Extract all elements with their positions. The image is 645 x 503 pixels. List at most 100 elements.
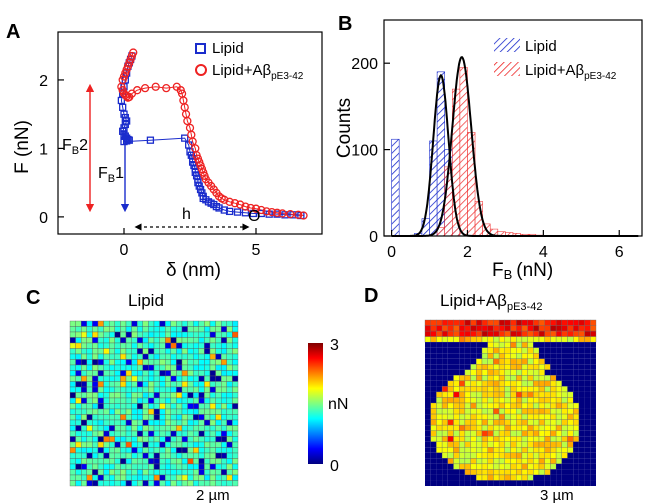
heatmap-cell — [232, 447, 239, 454]
heatmap-cell — [578, 342, 585, 348]
heatmap-cell — [493, 447, 500, 453]
heatmap-cell — [148, 474, 155, 481]
heatmap-cell — [590, 369, 596, 376]
heatmap-cell — [573, 364, 579, 370]
heatmap-cell — [504, 336, 511, 343]
heatmap-cell — [92, 430, 99, 437]
heatmap-cell — [97, 463, 104, 470]
heatmap-cell — [573, 463, 579, 470]
heatmap-cell — [69, 320, 76, 327]
heatmap-cell — [476, 458, 483, 465]
heatmap-cell — [578, 441, 585, 448]
heatmap-cell — [584, 408, 591, 415]
heatmap-cell — [481, 441, 488, 448]
heatmap-cell — [221, 381, 227, 388]
heatmap-cell — [464, 325, 471, 332]
heatmap-cell — [498, 424, 505, 431]
histogram-bar — [429, 140, 438, 237]
heatmap-cell — [131, 337, 138, 344]
heatmap-cell — [103, 463, 110, 470]
heatmap-cell — [584, 353, 591, 359]
heatmap-cell — [567, 424, 574, 431]
heatmap-cell — [204, 348, 211, 355]
heatmap-cell — [215, 441, 222, 448]
lipid-point — [119, 103, 127, 111]
heatmap-cell — [209, 320, 216, 327]
heatmap-cell — [567, 474, 574, 481]
heatmap-cell — [481, 408, 488, 415]
heatmap-cell — [476, 424, 483, 431]
heatmap-cell — [561, 369, 568, 376]
heatmap-cell — [114, 469, 121, 476]
heatmap-cell — [561, 430, 568, 437]
heatmap-cell — [92, 386, 99, 393]
heatmap-cell — [165, 337, 171, 344]
heatmap-cell — [578, 436, 585, 442]
heatmap-cell — [527, 402, 534, 409]
heatmap-cell — [442, 480, 448, 486]
heatmap-cell — [198, 403, 205, 410]
heatmap-cell — [181, 370, 188, 377]
heatmap-cell — [81, 359, 87, 366]
heatmap-cell — [153, 331, 160, 338]
heatmap-cell — [527, 430, 534, 437]
heatmap-cell — [131, 458, 138, 465]
heatmap-cell — [120, 408, 127, 415]
heatmap-cell — [198, 474, 205, 481]
heatmap-cell — [447, 336, 454, 343]
heatmap-cell — [125, 364, 132, 371]
heatmap-cell — [464, 319, 471, 326]
heatmap-cell — [510, 330, 517, 337]
heatmap-cell — [137, 441, 143, 448]
heatmap-cell — [131, 474, 138, 481]
heatmap-cell — [86, 447, 93, 454]
heatmap-cell — [516, 369, 523, 376]
heatmap-cell — [103, 469, 110, 476]
heatmap-cell — [584, 474, 591, 481]
heatmap-cell — [232, 326, 239, 333]
heatmap-cell — [221, 348, 227, 355]
heatmap-cell — [590, 358, 596, 365]
heatmap-cell — [459, 391, 466, 398]
colorbar-max-label: 3 — [330, 337, 339, 354]
heatmap-cell — [86, 480, 93, 487]
heatmap-cell — [584, 325, 591, 332]
heatmap-cell — [470, 319, 477, 326]
heatmap-cell — [209, 414, 216, 421]
heatmap-cell — [584, 375, 591, 381]
heatmap-cell — [142, 463, 149, 470]
heatmap-cell — [103, 381, 110, 388]
heatmap-cell — [148, 353, 155, 360]
heatmap-cell — [125, 430, 132, 437]
heatmap-cell — [142, 447, 149, 454]
heatmap-cell — [165, 469, 171, 476]
heatmap-cell — [436, 358, 443, 365]
heatmap-cell — [590, 419, 596, 426]
heatmap-cell — [187, 469, 194, 476]
heatmap-cell — [131, 414, 138, 421]
heatmap-cell — [114, 414, 121, 421]
heatmap-cell — [114, 342, 121, 349]
heatmap-cell — [567, 375, 574, 381]
heatmap-cell — [193, 392, 199, 399]
heatmap-cell — [120, 381, 127, 388]
heatmap-cell — [198, 331, 205, 338]
heatmap-cell — [176, 375, 183, 382]
heatmap-cell — [544, 380, 551, 387]
heatmap-cell — [86, 425, 93, 432]
heatmap-cell — [221, 342, 227, 349]
heatmap-cell — [567, 364, 574, 370]
heatmap-cell — [170, 447, 177, 454]
heatmap-cell — [114, 474, 121, 481]
heatmap-cell — [504, 380, 511, 387]
heatmap-cell — [81, 353, 87, 360]
heatmap-cell — [590, 408, 596, 415]
heatmap-cell — [556, 469, 562, 475]
heatmap-cell — [86, 337, 93, 344]
heatmap-cell — [209, 381, 216, 388]
heatmap-cell — [442, 375, 448, 381]
heatmap-cell — [476, 452, 483, 459]
heatmap-cell — [81, 430, 87, 437]
heatmap-cell — [476, 402, 483, 409]
heatmap-cell — [481, 452, 488, 459]
